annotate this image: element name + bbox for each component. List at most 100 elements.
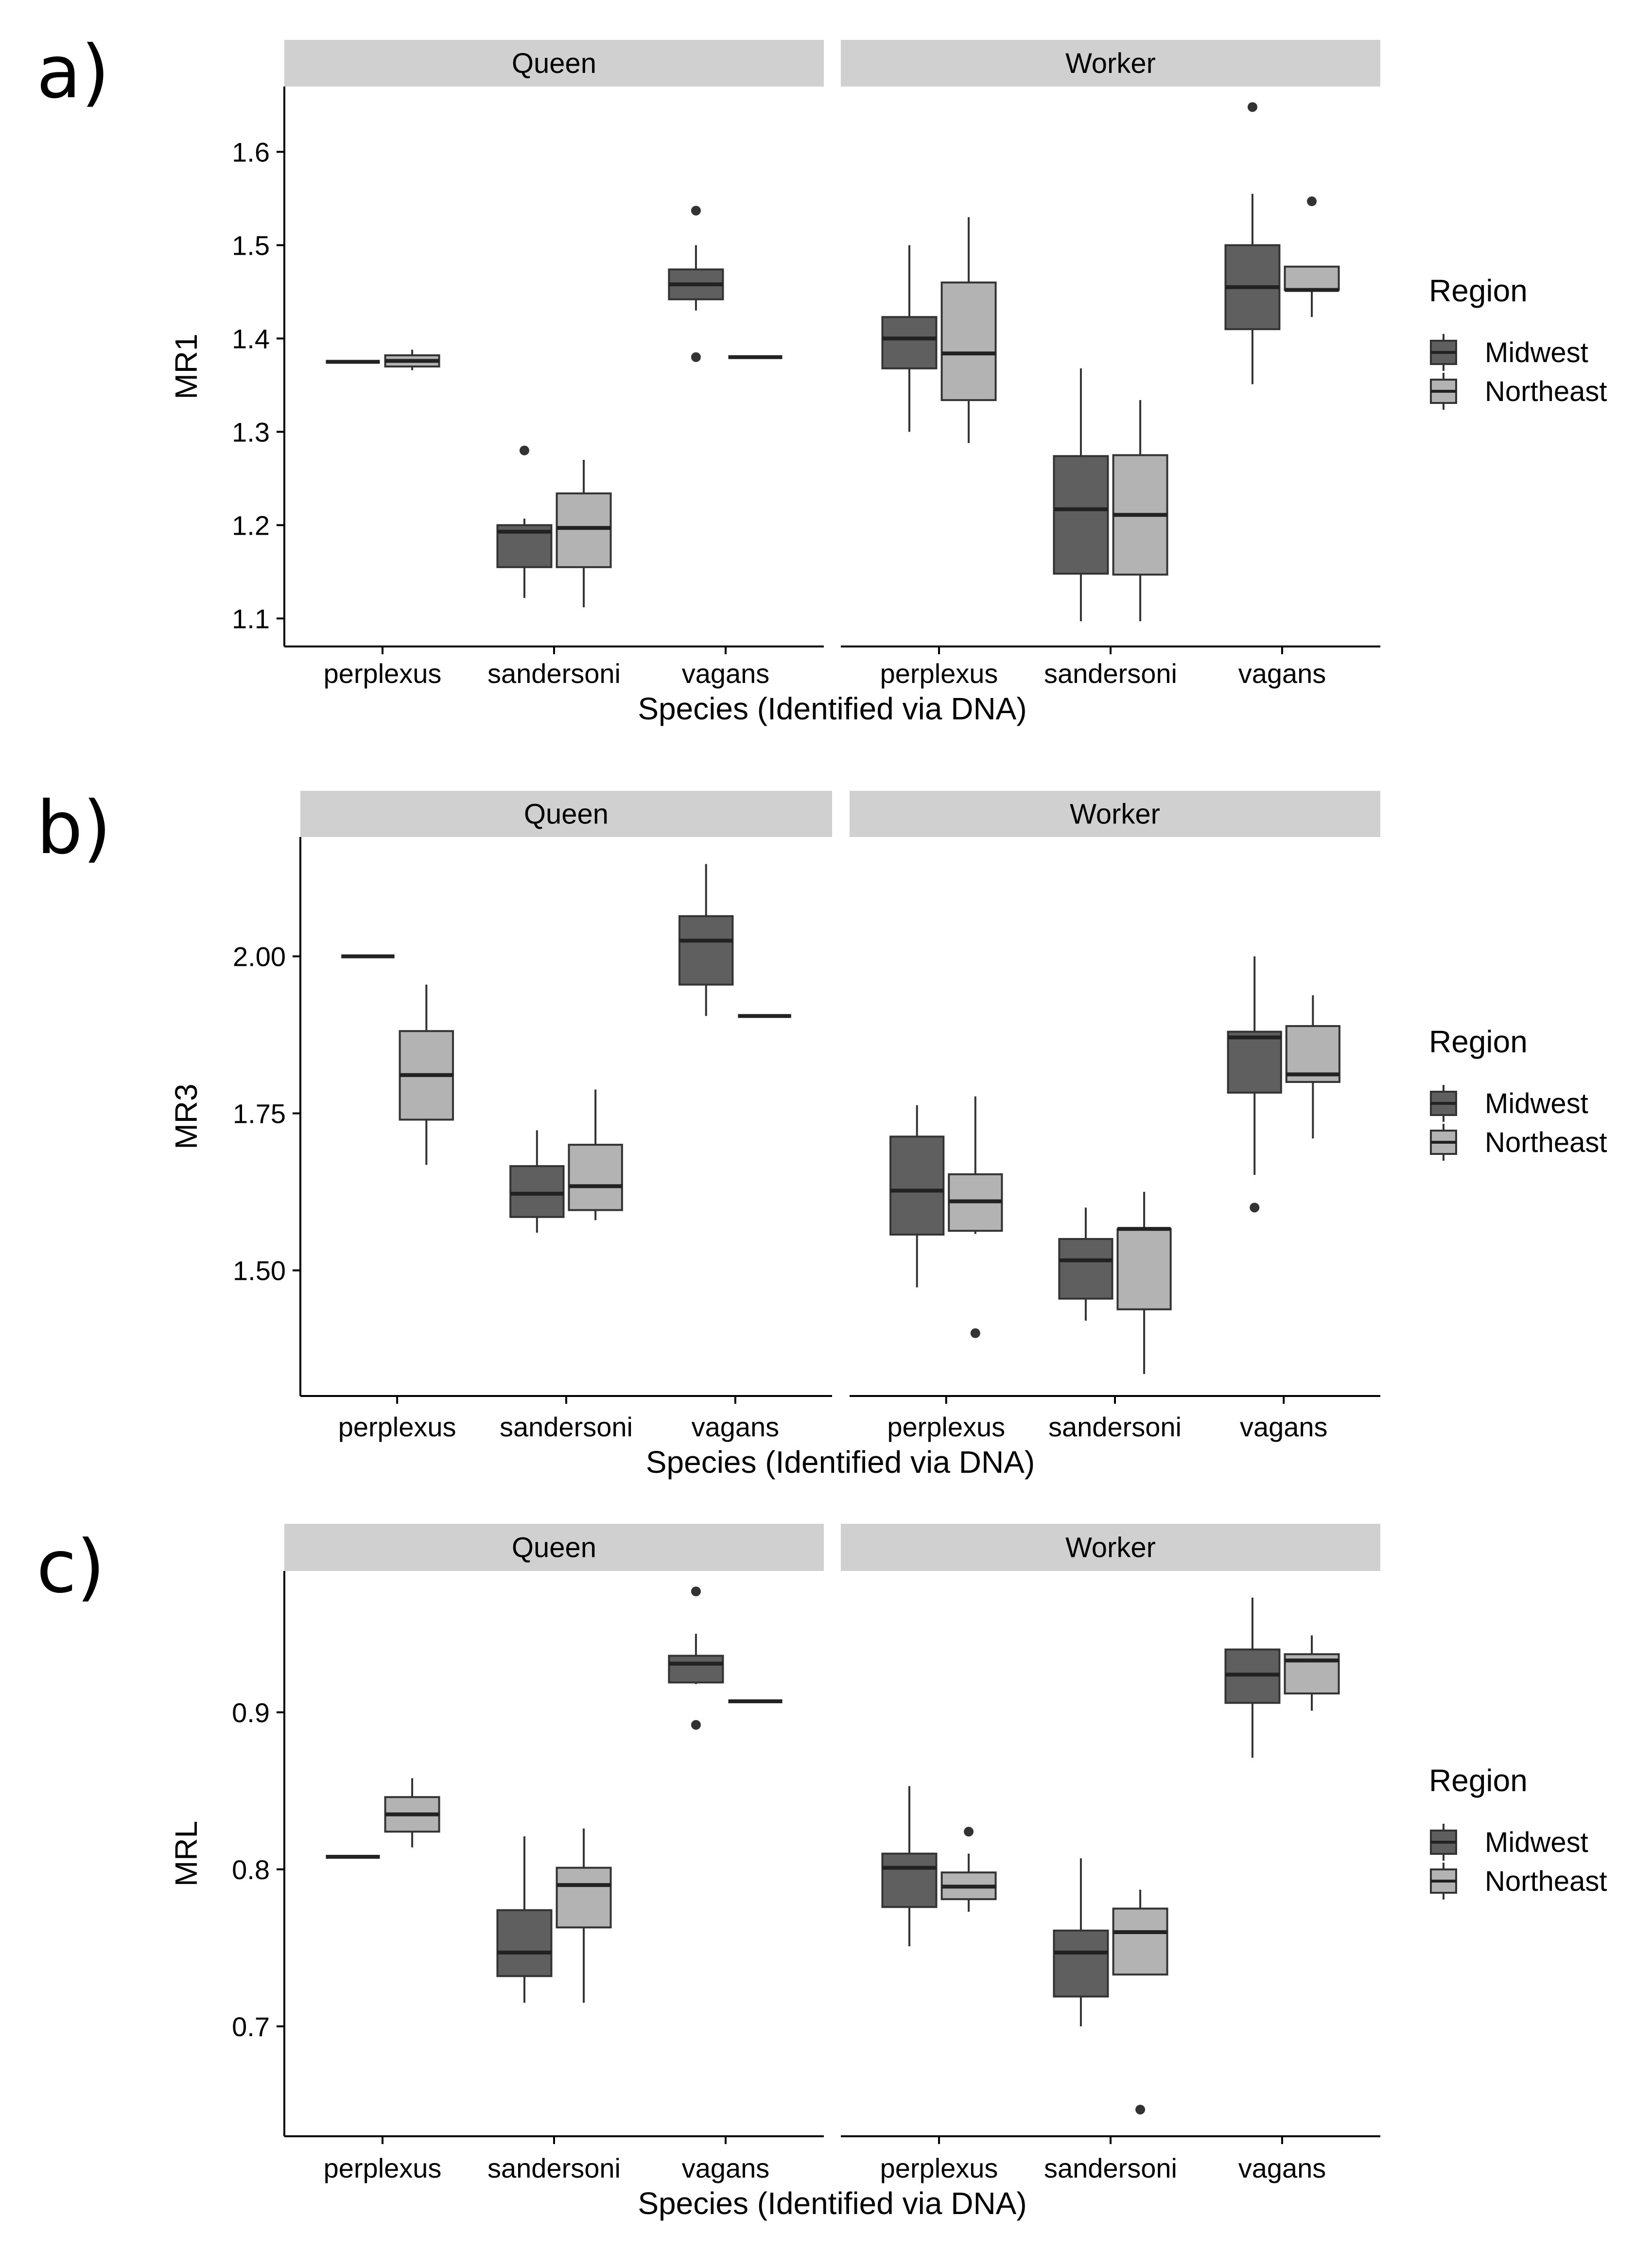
y-axis-title: MR1 [169,333,204,399]
outlier-point [519,445,529,455]
x-tick-label: perplexus [887,1412,1005,1442]
box-perplexus-northeast [399,984,454,1165]
outlier-point [691,352,701,362]
facet-strip [850,791,1380,837]
facet-label: Worker [1070,799,1160,830]
box-body [556,492,612,568]
y-tick-label: 1.2 [232,510,270,541]
facet-strip [841,1524,1380,1571]
box-vagans-midwest [668,1586,724,1730]
y-tick-label: 1.4 [232,323,270,354]
box-sandersoni-midwest [496,1836,553,2003]
box-perplexus-midwest [889,1105,945,1288]
box-sandersoni-midwest [1053,1858,1109,2026]
box-body [1227,1030,1282,1094]
x-tick-label: perplexus [324,658,442,689]
facet-strip [284,40,824,87]
box-sandersoni-midwest [496,445,553,598]
facet-label: Queen [512,48,596,79]
facet-label: Worker [1065,48,1156,79]
box-sandersoni-northeast [1112,400,1168,622]
x-tick-label: vagans [692,1412,780,1442]
box-body [1112,1907,1168,1976]
legend: Region Midwest Northeast [1429,273,1607,410]
box-vagans-northeast [1284,196,1340,317]
box-body [1053,1929,1109,1998]
x-tick-label: perplexus [324,2153,442,2183]
x-tick-label: sandersoni [500,1412,633,1442]
box-vagans-northeast [1284,1635,1340,1711]
x-tick-label: sandersoni [487,658,621,689]
x-axis-title: Species (Identified via DNA) [638,691,1026,726]
x-tick-label: sandersoni [1048,1412,1182,1442]
box-sandersoni-northeast [556,460,612,608]
y-axis-title: MRL [169,1821,204,1886]
legend-title: Region [1429,1024,1528,1059]
box-body [678,915,734,986]
box-body [940,281,997,401]
outlier-point [691,206,701,216]
box-body [556,1867,612,1929]
box-body [509,1165,565,1218]
panel-letter: b) [36,786,111,871]
y-tick-label: 0.8 [232,1854,270,1885]
outlier-point [970,1328,980,1338]
box-perplexus-midwest [881,1786,938,1947]
box-vagans-midwest [1227,956,1282,1213]
facet-strip [841,40,1380,87]
box-body [881,1852,938,1908]
outlier-point [1307,196,1317,207]
chart-panel-mr1: a) 1.1 1.2 1.3 1.4 1.5 1.6 MR1 Queen perplexus san… [36,30,1607,726]
box-vagans-midwest [1224,102,1281,384]
outlier-point [1250,1203,1260,1213]
x-tick-label: vagans [1238,2153,1326,2183]
box-sandersoni-midwest [509,1130,565,1233]
box-sandersoni-northeast [1116,1192,1172,1374]
box-sandersoni-midwest [1058,1207,1113,1321]
facet-strip [300,791,832,837]
box-perplexus-northeast [940,217,997,443]
panel-letter: a) [36,30,109,115]
panel-letter: c) [36,1525,105,1609]
box-body [496,1909,553,1977]
facet-strip [284,1524,824,1571]
legend-label: Midwest [1485,1088,1588,1119]
legend-title: Region [1429,273,1528,308]
legend-label: Northeast [1485,376,1607,407]
y-tick-label: 1.50 [233,1256,286,1286]
y-tick-label: 1.5 [232,230,270,261]
box-body [881,316,938,369]
legend: Region Midwest Northeast [1429,1763,1607,1900]
box-perplexus-midwest [881,245,938,432]
facet-label: Queen [512,1532,596,1564]
legend-label: Midwest [1485,337,1588,368]
x-tick-label: vagans [682,658,770,689]
y-tick-label: 1.3 [232,417,270,447]
box-vagans-midwest [678,864,734,1016]
x-tick-label: perplexus [880,658,998,689]
legend-title: Region [1429,1763,1528,1798]
y-axis-title: MR3 [169,1083,204,1149]
chart-panel-mrl: c) 0.7 0.8 0.9 MRL Queen perplexus sandersoni va… [36,1524,1607,2221]
box-perplexus-northeast [384,349,440,370]
x-tick-label: perplexus [338,1412,456,1442]
y-tick-label: 1.75 [233,1099,286,1129]
box-body [889,1135,945,1236]
outlier-point [964,1827,974,1837]
box-vagans-northeast [1285,995,1340,1139]
x-tick-label: perplexus [880,2153,998,2183]
x-tick-label: sandersoni [487,2153,621,2183]
x-axis-title: Species (Identified via DNA) [646,1445,1035,1480]
x-tick-label: vagans [1240,1412,1328,1442]
legend-label: Northeast [1485,1866,1607,1897]
y-tick-label: 2.00 [233,942,286,972]
x-tick-label: vagans [682,2153,770,2183]
y-tick-label: 1.1 [232,603,270,634]
legend-label: Midwest [1485,1827,1588,1858]
facet-label: Queen [524,799,609,830]
box-perplexus-northeast [940,1827,997,1912]
box-sandersoni-northeast [1112,1889,1168,2115]
box-perplexus-northeast [384,1778,440,1848]
outlier-point [691,1586,701,1596]
